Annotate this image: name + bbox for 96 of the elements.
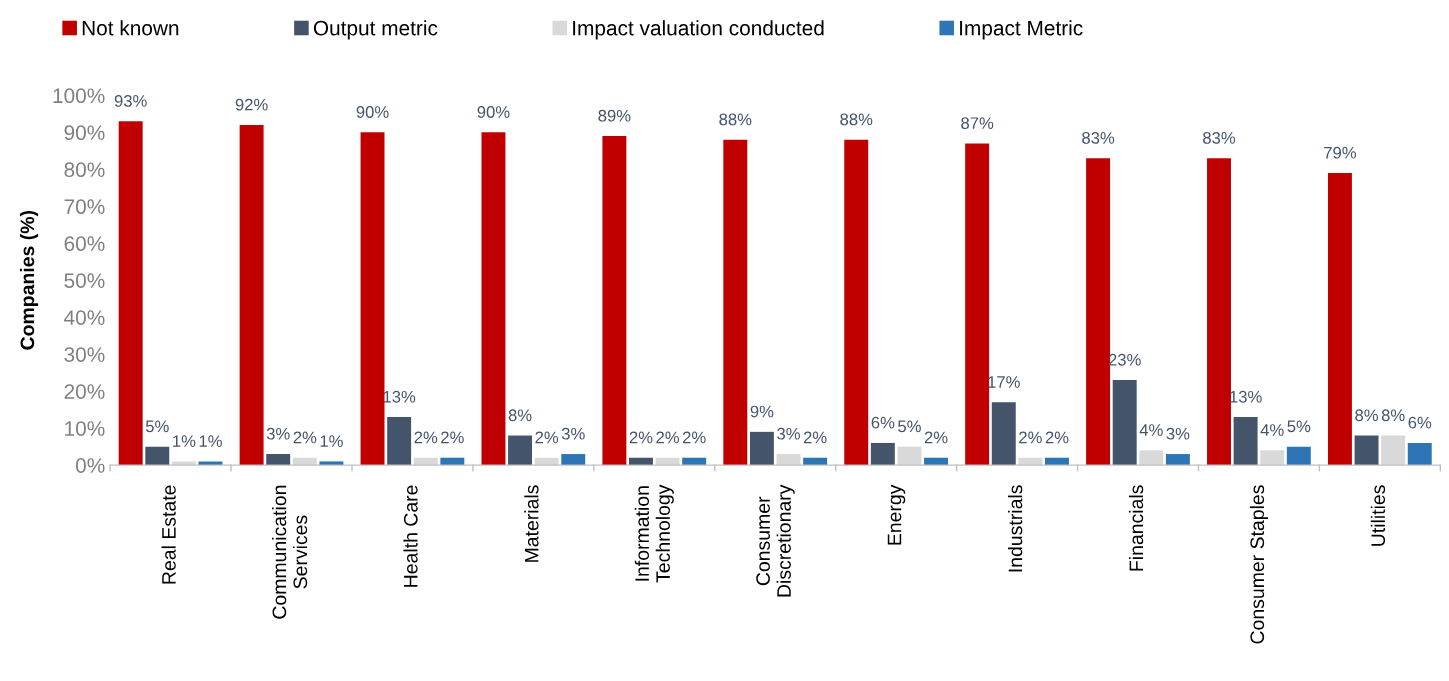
data-label: 8% — [1355, 409, 1378, 422]
bar — [723, 139, 748, 466]
y-tick-label: 60% — [64, 236, 105, 252]
data-label: 79% — [1324, 146, 1357, 159]
y-tick-label: 100% — [53, 88, 105, 104]
bar — [602, 136, 627, 466]
bar — [1327, 172, 1352, 466]
data-label: 2% — [535, 431, 559, 444]
x-tick-label: Communication Services — [271, 485, 308, 619]
data-label: 2% — [924, 431, 948, 444]
legend-label: Output metric — [313, 20, 438, 40]
legend-label: Not known — [82, 20, 179, 36]
data-label: 2% — [293, 431, 317, 444]
data-label: 93% — [114, 95, 147, 107]
data-label: 89% — [598, 109, 631, 122]
bar — [1354, 435, 1379, 466]
bar — [749, 431, 774, 466]
bar — [118, 121, 143, 466]
data-label: 5% — [898, 420, 921, 433]
data-label: 90% — [356, 106, 389, 118]
bar — [870, 442, 895, 466]
y-tick-label: 80% — [64, 162, 105, 178]
y-tick-label: 50% — [64, 273, 105, 288]
data-label: 1% — [199, 435, 222, 447]
data-label: 3% — [266, 427, 290, 440]
y-tick-label: 0% — [75, 458, 105, 473]
bar — [1086, 158, 1111, 466]
data-label: 2% — [441, 431, 464, 444]
y-tick-label: 70% — [64, 199, 105, 215]
x-tick-label: Consumer Discretionary — [756, 484, 795, 597]
bar — [844, 139, 869, 466]
data-label: 88% — [719, 113, 752, 126]
data-label: 8% — [1381, 409, 1405, 422]
data-label: 90% — [477, 106, 510, 118]
bar — [561, 454, 586, 466]
data-label: 1% — [173, 435, 196, 447]
bar — [1286, 446, 1311, 466]
data-label: 3% — [1166, 427, 1190, 440]
y-tick-label: 10% — [65, 421, 105, 436]
data-label: 2% — [1045, 431, 1069, 444]
data-label: 83% — [1203, 132, 1236, 144]
data-label: 3% — [561, 427, 585, 440]
data-label: 5% — [145, 420, 169, 433]
bar — [1207, 158, 1231, 466]
data-label: 4% — [1139, 424, 1163, 436]
bar — [481, 132, 506, 466]
bar — [266, 454, 291, 466]
data-label: 3% — [777, 427, 800, 440]
data-label: 2% — [803, 431, 827, 444]
data-label: 8% — [508, 409, 532, 422]
data-label: 4% — [1260, 424, 1284, 436]
data-label: 6% — [871, 416, 895, 429]
bar — [145, 446, 170, 466]
data-label: 2% — [656, 431, 680, 444]
data-label: 88% — [840, 113, 873, 126]
bar — [1260, 450, 1285, 466]
data-label: 2% — [414, 431, 438, 444]
y-axis-title: Companies (%) — [19, 210, 39, 350]
x-tick-label: Industrials — [1008, 485, 1023, 572]
x-tick-label: Financials — [1128, 485, 1144, 571]
bar — [1407, 442, 1432, 466]
x-tick-label: Energy — [887, 484, 906, 545]
data-label: 92% — [235, 98, 268, 111]
data-label: 2% — [629, 431, 653, 444]
x-tick-label: Materials — [524, 485, 539, 562]
data-label: 87% — [961, 117, 994, 130]
bar — [508, 435, 533, 466]
y-tick-label: 20% — [64, 384, 105, 399]
data-label: 2% — [682, 431, 706, 444]
bar — [965, 143, 990, 466]
legend-label: Impact valuation conducted — [573, 20, 824, 40]
data-label: 9% — [750, 405, 774, 418]
data-label: 5% — [1287, 420, 1311, 433]
bar — [1381, 435, 1406, 466]
bar — [897, 446, 922, 466]
y-tick-label: 90% — [64, 125, 105, 141]
bar — [1233, 417, 1258, 466]
bar — [991, 402, 1016, 466]
x-tick-label: Real Estate — [161, 485, 176, 584]
legend-label: Impact Metric — [960, 20, 1083, 40]
data-label: 1% — [320, 435, 343, 447]
bar — [1165, 454, 1190, 466]
bar — [1112, 380, 1137, 466]
data-label: 83% — [1082, 132, 1115, 144]
data-label: 2% — [1019, 431, 1042, 444]
bar — [1139, 450, 1164, 466]
bar — [239, 124, 264, 466]
y-tick-label: 40% — [64, 310, 105, 325]
x-tick-label: Health Care — [403, 485, 418, 587]
data-label: 6% — [1408, 416, 1432, 429]
x-tick-label: Consumer Staples — [1249, 485, 1268, 644]
y-tick-label: 30% — [64, 347, 105, 362]
x-tick-label: Utilities — [1370, 485, 1386, 546]
x-tick-label: Information Technology — [634, 484, 674, 583]
bar — [360, 132, 385, 466]
bar — [387, 417, 412, 466]
